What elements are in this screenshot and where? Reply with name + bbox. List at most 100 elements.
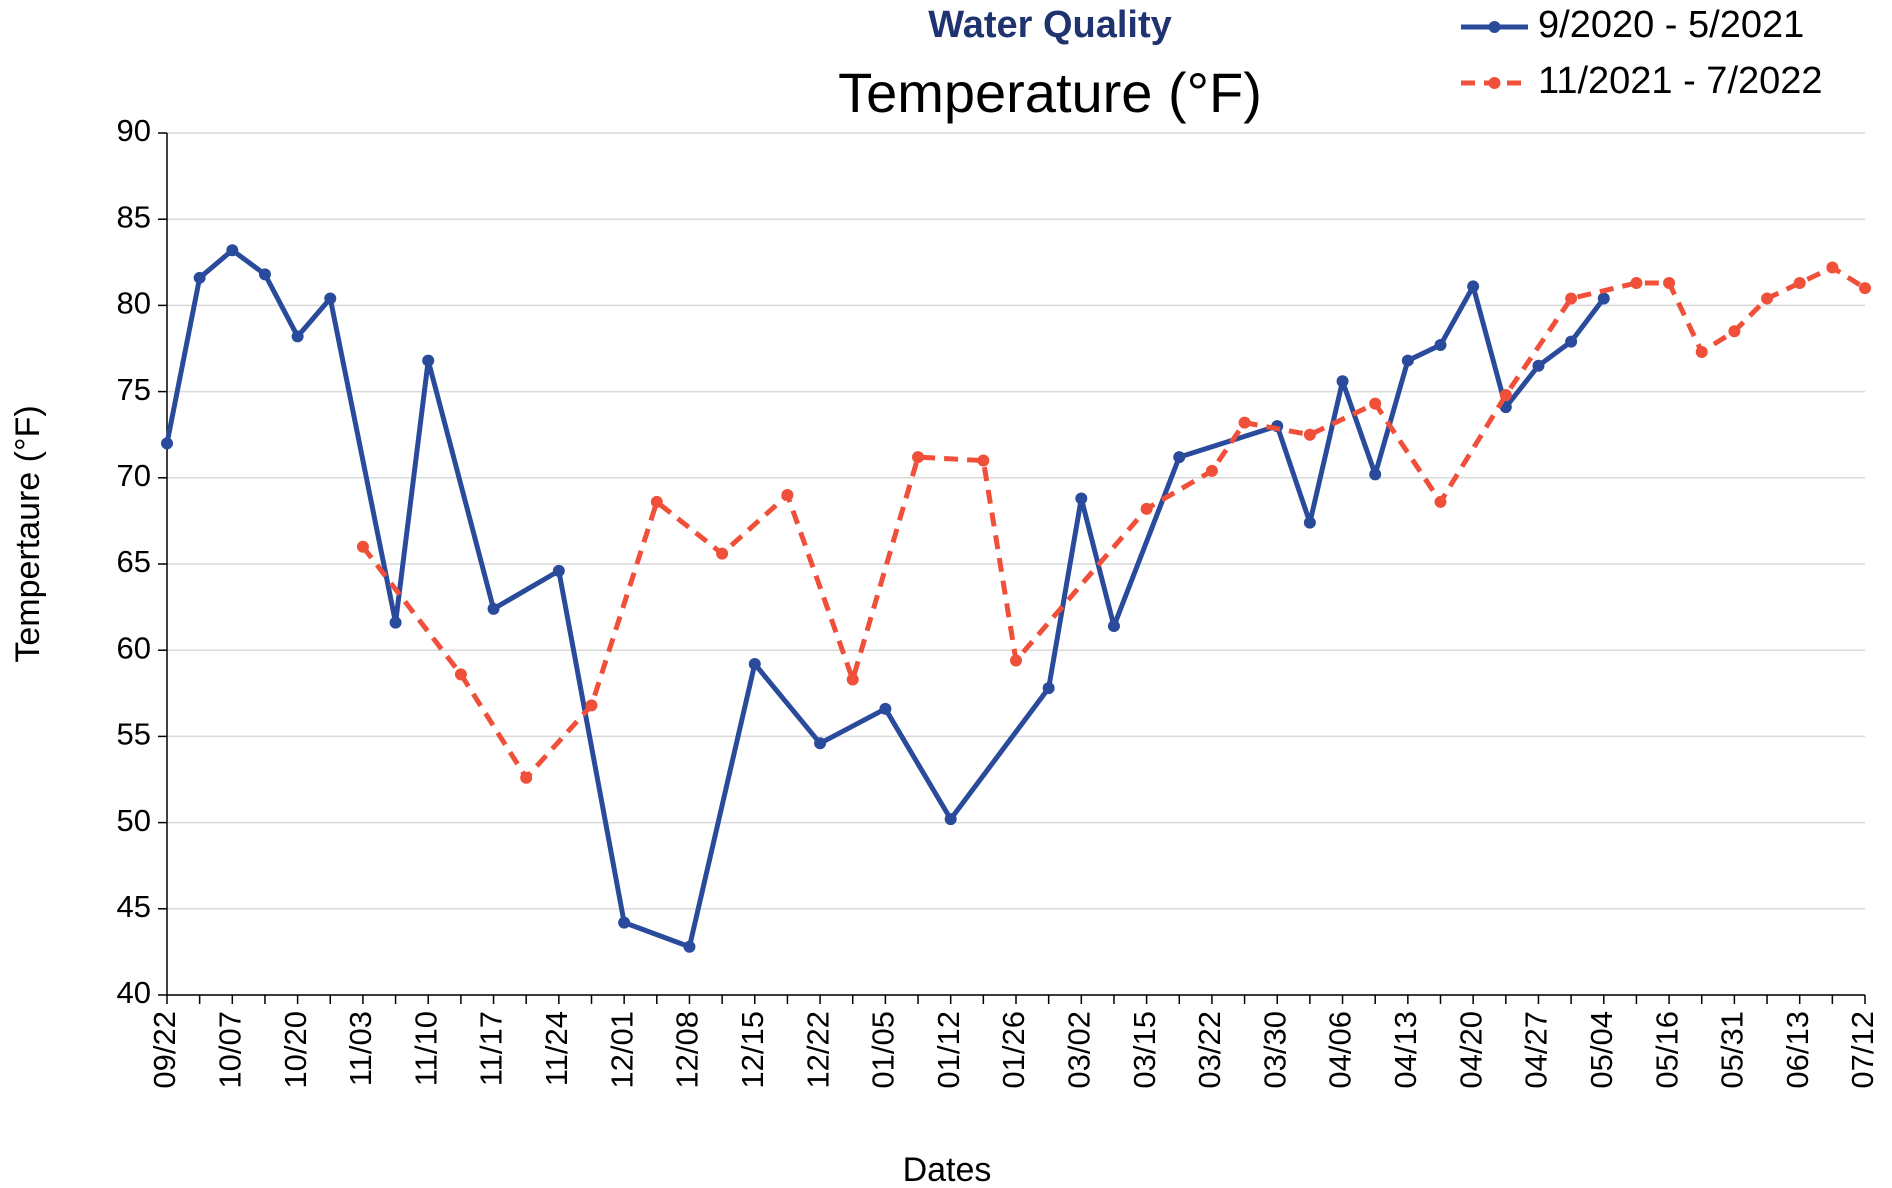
chart-title: Water Quality	[928, 4, 1172, 46]
data-point	[1434, 495, 1447, 508]
y-tick-label: 50	[117, 803, 151, 838]
x-tick-label: 11/17	[474, 1011, 509, 1086]
data-point	[1303, 516, 1316, 529]
data-point	[552, 564, 565, 577]
x-axis-label: Dates	[903, 1151, 992, 1188]
series-line	[164, 247, 1606, 950]
data-point	[1793, 276, 1806, 289]
data-point	[1761, 292, 1774, 305]
x-tick-label: 12/01	[604, 1011, 639, 1089]
y-tick-label: 80	[117, 286, 151, 321]
x-tick-label: 12/15	[735, 1011, 770, 1089]
data-point	[356, 540, 369, 553]
data-point	[389, 616, 402, 629]
data-point	[454, 668, 467, 681]
data-point	[1532, 359, 1545, 372]
x-tick-label: 04/20	[1453, 1011, 1488, 1089]
y-tick-label: 70	[117, 458, 151, 493]
data-point	[1565, 292, 1578, 305]
x-tick-label: 01/12	[931, 1011, 966, 1089]
data-point	[226, 244, 239, 257]
x-tick-label: 01/26	[996, 1011, 1031, 1089]
data-point	[193, 271, 206, 284]
x-tick-label: 11/24	[539, 1011, 574, 1086]
x-tick-label: 03/22	[1192, 1011, 1227, 1089]
data-point	[650, 495, 663, 508]
y-tick-label: 55	[117, 717, 151, 752]
data-point	[1369, 468, 1382, 481]
data-point	[1695, 345, 1708, 358]
data-point	[422, 354, 435, 367]
legend-label: 11/2021 - 7/2022	[1538, 60, 1823, 102]
legend-marker	[1488, 77, 1501, 89]
data-point	[1303, 428, 1316, 441]
data-point	[1173, 451, 1186, 464]
y-tick-label: 75	[117, 372, 151, 407]
data-point	[1075, 492, 1088, 505]
x-tick-label: 11/03	[343, 1011, 378, 1086]
data-point	[1499, 389, 1512, 402]
y-tick-label: 45	[117, 889, 151, 924]
data-point	[161, 437, 173, 450]
data-point	[1597, 292, 1610, 305]
x-tick-label: 11/10	[408, 1011, 443, 1086]
data-point	[1010, 654, 1022, 667]
data-point	[683, 940, 696, 953]
x-tick-label: 05/31	[1715, 1011, 1750, 1089]
data-point	[1826, 261, 1839, 274]
data-point	[1663, 276, 1676, 289]
x-tick-label: 04/06	[1323, 1011, 1358, 1089]
data-point	[716, 547, 729, 560]
data-point	[814, 737, 827, 750]
data-point	[1107, 620, 1120, 633]
x-tick-label: 03/15	[1127, 1011, 1162, 1089]
data-point	[1859, 282, 1871, 295]
data-point	[977, 454, 990, 467]
y-tick-label: 65	[117, 544, 151, 579]
y-tick-label: 40	[117, 975, 151, 1010]
data-point	[618, 916, 631, 929]
data-point	[1205, 464, 1218, 477]
data-point	[1728, 325, 1741, 338]
y-tick-label: 85	[117, 199, 151, 234]
data-point	[585, 699, 598, 712]
y-tick-label: 60	[117, 630, 151, 665]
x-tick-label: 04/27	[1519, 1011, 1554, 1089]
data-point	[1140, 502, 1153, 515]
x-tick-label: 12/08	[670, 1011, 705, 1089]
x-tick-label: 06/13	[1780, 1011, 1815, 1089]
data-point	[520, 771, 533, 784]
x-tick-label: 01/05	[866, 1011, 901, 1089]
y-axis-label: Tempertaure (°F)	[9, 405, 47, 662]
data-point	[846, 673, 859, 686]
y-tick-label: 90	[117, 113, 151, 148]
x-tick-label: 12/22	[800, 1011, 835, 1089]
data-point	[748, 657, 761, 670]
data-point	[1630, 276, 1643, 289]
x-tick-label: 10/20	[278, 1011, 313, 1089]
data-point	[781, 489, 794, 502]
data-point	[258, 268, 271, 281]
x-tick-label: 05/04	[1584, 1011, 1619, 1089]
data-point	[1042, 682, 1055, 695]
legend-label: 9/2020 - 5/2021	[1538, 4, 1804, 46]
data-point	[1565, 335, 1578, 348]
data-point	[1401, 354, 1414, 367]
data-point	[487, 602, 500, 615]
data-point	[1238, 416, 1251, 429]
x-tick-label: 03/30	[1257, 1011, 1292, 1089]
data-point	[1434, 339, 1447, 352]
data-point	[944, 813, 957, 826]
x-tick-label: 04/13	[1388, 1011, 1423, 1089]
x-tick-label: 09/22	[147, 1011, 182, 1089]
legend-marker	[1488, 21, 1501, 33]
data-point	[879, 702, 892, 715]
data-point	[291, 330, 304, 343]
x-tick-label: 10/07	[212, 1011, 247, 1089]
x-tick-label: 05/16	[1649, 1011, 1684, 1089]
x-tick-label: 03/02	[1061, 1011, 1096, 1089]
data-point	[1369, 397, 1382, 410]
data-point	[1336, 375, 1349, 388]
data-point	[1467, 280, 1480, 293]
